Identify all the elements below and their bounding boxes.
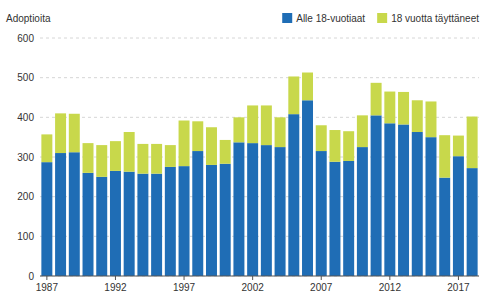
grid-line [40,276,479,277]
bar-segment [220,164,231,276]
y-tick-label: 100 [17,231,34,242]
bar-segment [192,151,203,276]
x-tick-label: 2012 [379,282,402,293]
bar-segment [137,144,148,174]
y-tick-label: 0 [28,271,34,282]
bar-segment [467,117,478,169]
bar-segment [261,145,272,276]
bar-segment [41,134,52,162]
bar-segment [316,125,327,151]
y-axis-label: Adoptioita [6,13,51,24]
bar-segment [179,166,190,276]
y-tick-label: 600 [17,33,34,44]
y-tick-label: 200 [17,191,34,202]
legend-swatch [282,13,292,23]
bar-segment [137,174,148,276]
bar-segment [165,167,176,276]
x-axis-line [40,276,479,277]
x-tick [115,276,116,280]
bar-segment [192,121,203,151]
bar-segment [151,144,162,174]
bar-segment [412,132,423,276]
bar-segment [302,100,313,276]
bar-segment [357,115,368,147]
x-tick-label: 1992 [104,282,127,293]
bar-segment [371,115,382,276]
x-tick-label: 2002 [242,282,265,293]
bar-segment [316,151,327,276]
bar-segment [220,140,231,164]
legend-label: 18 vuotta täyttäneet [391,13,479,24]
bar-segment [69,114,80,152]
y-tick-label: 300 [17,152,34,163]
x-tick [389,276,390,280]
bar-segment [69,152,80,276]
x-tick [458,276,459,280]
bar-segment [425,101,436,137]
bar-segment [398,124,409,276]
legend: Alle 18-vuotiaat 18 vuotta täyttäneet [282,13,479,24]
grid [40,38,479,276]
x-tick [184,276,185,280]
grid-line [40,38,479,39]
bar-segment [425,137,436,276]
bar-segment [206,127,217,165]
bar-segment [233,117,244,142]
y-tick-label: 500 [17,72,34,83]
bar-segment [110,141,121,171]
bar-segment [453,136,464,157]
bar-segment [412,100,423,132]
bar-segment [247,105,258,143]
bar-segment [151,174,162,276]
bar-segment [453,156,464,276]
y-tick-label: 400 [17,112,34,123]
bar-segment [384,92,395,124]
x-tick-label: 2007 [310,282,333,293]
bar-segment [55,113,66,153]
bar-segment [398,92,409,125]
bar-segment [83,173,94,276]
x-tick-label: 2017 [447,282,470,293]
chart-container: 0 100 200 300 400 500 600 1987 1992 1997 2002 2007 2… [0,0,491,302]
x-tick-label: 1997 [173,282,196,293]
bar-segment [343,161,354,276]
bar-segment [96,177,107,276]
legend-label: Alle 18-vuotiaat [296,13,365,24]
bar-segment [83,143,94,173]
chart-svg: 0 100 200 300 400 500 600 1987 1992 1997 2002 2007 2… [0,0,491,302]
bar-segment [329,130,340,162]
bar-segment [261,105,272,145]
bar-segment [206,165,217,276]
bar-segment [275,117,286,147]
bar-segment [165,145,176,167]
bar-segment [439,178,450,276]
bar-segment [288,76,299,114]
bar-segment [179,121,190,167]
bar-segment [124,132,135,172]
bar-segment [329,162,340,276]
bar-segment [371,83,382,116]
bar-segment [110,171,121,276]
bar-segment [384,123,395,276]
bar-segment [357,147,368,276]
bar-segment [247,143,258,276]
legend-swatch [377,13,387,23]
grid-line [40,77,479,78]
bar-segment [288,114,299,276]
bar-segment [41,162,52,276]
bar-segment [124,172,135,276]
bar-segment [439,135,450,177]
x-tick-label: 1987 [36,282,59,293]
x-tick [252,276,253,280]
bar-segment [96,145,107,177]
bars [41,73,477,276]
bar-segment [343,131,354,161]
bar-segment [467,168,478,276]
bar-segment [55,153,66,276]
bar-segment [302,73,313,101]
bar-segment [275,147,286,276]
x-tick [46,276,47,280]
x-tick [321,276,322,280]
bar-segment [233,142,244,276]
